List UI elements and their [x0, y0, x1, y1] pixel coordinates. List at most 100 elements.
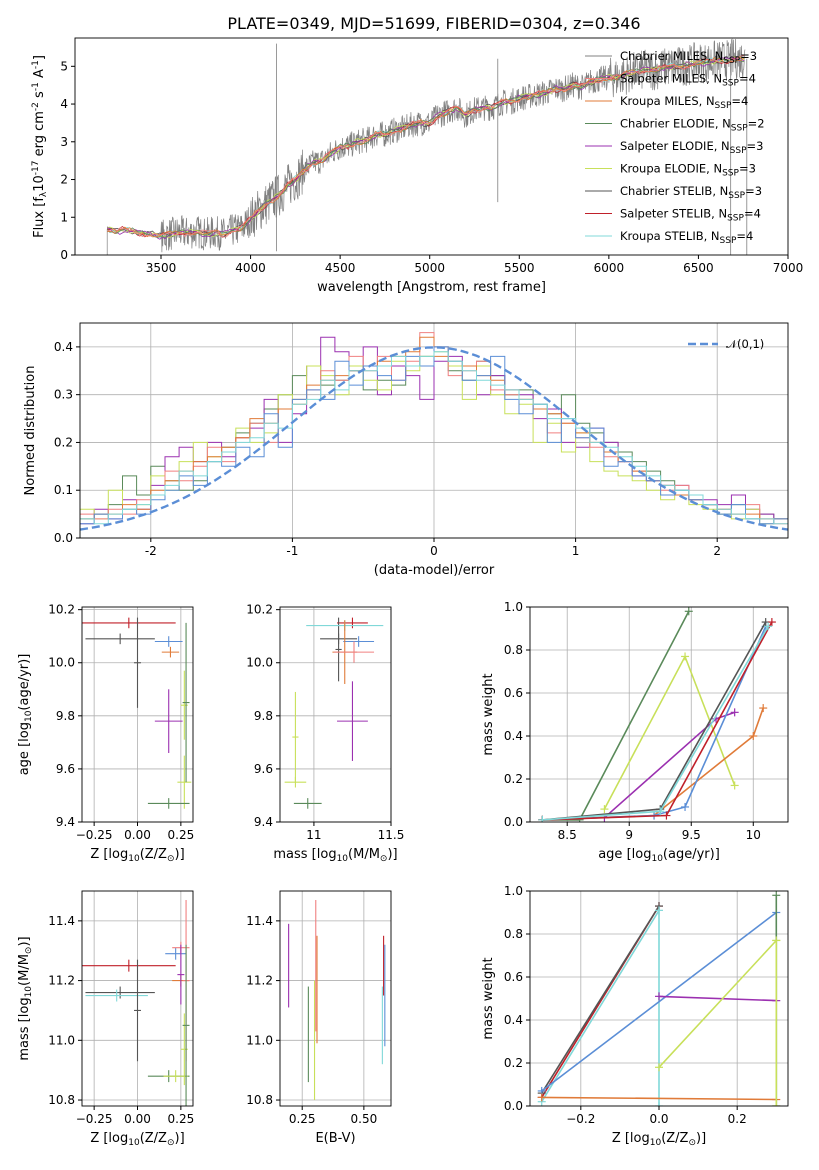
line-chabrier_stelib [541, 905, 660, 1094]
line-salpeter_elodie [603, 711, 735, 819]
y-tick-label: 11.0 [48, 1033, 75, 1047]
hist-normal [80, 346, 788, 538]
legend-label: Kroupa MILES, NSSP​=4 [620, 94, 748, 111]
y-tick-label: 9.6 [56, 762, 75, 776]
x-tick-label: 4000 [235, 261, 266, 275]
axes-frame [279, 606, 392, 823]
y-tick-label: 0.6 [504, 970, 523, 984]
line-salpeter_stelib [542, 621, 773, 821]
y-tick-label: 9.6 [254, 762, 273, 776]
y-tick-label: 0.2 [54, 435, 73, 449]
y-tick-label: 10.2 [246, 603, 273, 617]
y-tick-label: 9.8 [56, 709, 75, 723]
y-axis-label: mass weight [481, 673, 496, 755]
x-tick-label: 7000 [773, 261, 804, 275]
panel-residuals: -2 -1 0 1 2 0.0 0.1 0.2 0.3 0.4 (data-model)/error… [23, 322, 789, 578]
x-tick-label: 0.2 [728, 1112, 747, 1126]
panel-mass_vs_EBV: 0.25 0.50 10.8 11.0 11.2 11.4 E(B-V) [246, 890, 392, 1146]
x-tick-label: 3500 [146, 261, 177, 275]
model-salpeter_miles [107, 55, 745, 238]
y-axis-label: mass weight [481, 957, 496, 1039]
normal-curve [80, 346, 788, 531]
plot-area [288, 899, 386, 1101]
y-tick-label: 0.8 [504, 927, 523, 941]
legend-label: Kroupa ELODIE, NSSP​=3 [620, 162, 756, 179]
x-axis-label: age [log10​(age/yr)] [598, 847, 720, 864]
plot-area [284, 617, 384, 809]
x-tick-label: 1 [572, 544, 580, 558]
y-tick-label: 1 [60, 210, 68, 224]
plot-area [106, 38, 748, 255]
panel-age_vs_mass: 11 11.5 9.4 9.6 9.8 10.0 10.2 mass [log10​(M/M⊙… [246, 603, 404, 864]
y-tick-label: 5 [60, 59, 68, 73]
x-tick-label: −0.25 [76, 828, 113, 842]
y-tick-label: 1.0 [504, 884, 523, 898]
legend-label: Chabrier MILES, NSSP​=3 [620, 49, 757, 66]
x-tick-label: 0.0 [649, 1112, 668, 1126]
y-tick-label: 3 [60, 135, 68, 149]
x-axis-label: Z [log10​(Z/Z⊙​)] [90, 1131, 184, 1148]
y-tick-label: 0.4 [504, 1013, 523, 1027]
x-axis-label: E(B-V) [315, 1131, 355, 1146]
y-tick-label: 11.2 [246, 974, 273, 988]
x-tick-label: −0.25 [76, 1112, 113, 1126]
x-tick-label: 10 [746, 828, 761, 842]
x-axis-label: mass [log10​(M/M⊙​)] [273, 847, 397, 864]
panels: 3500 4000 4500 5000 5500 6000 6500 7000 0 1 2 3 4 5 wa… [17, 37, 804, 1148]
x-tick-label: 0 [430, 544, 438, 558]
legend-label: Salpeter STELIB, NSSP​=4 [620, 207, 761, 224]
y-axis-label: age [log10​(age/yr)] [17, 654, 34, 776]
y-tick-label: 0.4 [54, 340, 73, 354]
x-tick-label: 9 [625, 828, 633, 842]
y-tick-label: 1.0 [504, 600, 523, 614]
line-salpeter_elodie [658, 995, 777, 1002]
line-normal [541, 911, 777, 1092]
panel-age_vs_Z: −0.25 0.00 0.25 9.4 9.6 9.8 10.0 10.2 Z [log10​(… [17, 603, 194, 864]
y-tick-label: 2 [60, 173, 68, 187]
x-tick-label: 11 [306, 828, 321, 842]
y-tick-label: 0.3 [54, 388, 73, 402]
y-tick-label: 0.2 [504, 1056, 523, 1070]
panel-mass_vs_Z: −0.25 0.00 0.25 10.8 11.0 11.2 11.4 Z [log10​(Z… [17, 890, 195, 1148]
y-tick-label: 9.4 [254, 815, 273, 829]
y-tick-label: 10.8 [246, 1093, 273, 1107]
axes-frame [529, 606, 789, 823]
x-tick-label: 6000 [594, 261, 625, 275]
x-axis-label: Z [log10​(Z/Z⊙​)] [90, 847, 184, 864]
x-axis-label: (data-model)/error [374, 563, 495, 578]
x-tick-label: 6500 [683, 261, 714, 275]
x-axis-label: Z [log10​(Z/Z⊙​)] [612, 1131, 706, 1148]
x-axis-label: wavelength [Angstrom, rest frame] [317, 280, 546, 295]
y-tick-label: 9.8 [254, 709, 273, 723]
x-tick-label: 0.25 [168, 828, 195, 842]
model-kroupa_miles [107, 56, 745, 238]
y-tick-label: 0.0 [504, 815, 523, 829]
legend-label: Chabrier ELODIE, NSSP​=2 [620, 117, 765, 134]
legend-label: 𝒩(0,1) [726, 337, 764, 351]
y-tick-label: 0.6 [504, 686, 523, 700]
plot-area [537, 891, 781, 1106]
legend: 𝒩(0,1) [688, 337, 764, 351]
line-kroupa_elodie [603, 654, 736, 810]
y-tick-label: 11.4 [246, 914, 273, 928]
legend-label: Kroupa STELIB, NSSP​=4 [620, 229, 753, 246]
y-tick-label: 10.0 [48, 656, 75, 670]
y-tick-label: 0.1 [54, 483, 73, 497]
y-tick-label: 0.8 [504, 643, 523, 657]
y-tick-label: 11.0 [246, 1033, 273, 1047]
plot-area [538, 607, 776, 822]
y-tick-label: 0 [60, 248, 68, 262]
x-tick-label: 11.5 [378, 828, 405, 842]
y-tick-label: 0.0 [54, 531, 73, 545]
y-tick-label: 11.4 [48, 914, 75, 928]
panel-massweight_vs_age: 8.5 9 9.5 10 0.0 0.2 0.4 0.6 0.8 1.0 age [log10​(a… [481, 600, 789, 864]
x-tick-label: 0.25 [168, 1112, 195, 1126]
line-chabrier_stelib [542, 621, 767, 821]
panel-spectrum: 3500 4000 4500 5000 5500 6000 6500 7000 0 1 2 3 4 5 wa… [31, 37, 804, 295]
figure-title: PLATE=0349, MJD=51699, FIBERID=0304, z=0… [227, 14, 640, 33]
x-tick-label: 5000 [414, 261, 445, 275]
legend-label: Chabrier STELIB, NSSP​=3 [620, 184, 762, 201]
line-normal [542, 626, 767, 821]
x-tick-label: 0.00 [124, 828, 151, 842]
y-axis-label: mass [log10​(M/M⊙​)] [17, 936, 34, 1060]
